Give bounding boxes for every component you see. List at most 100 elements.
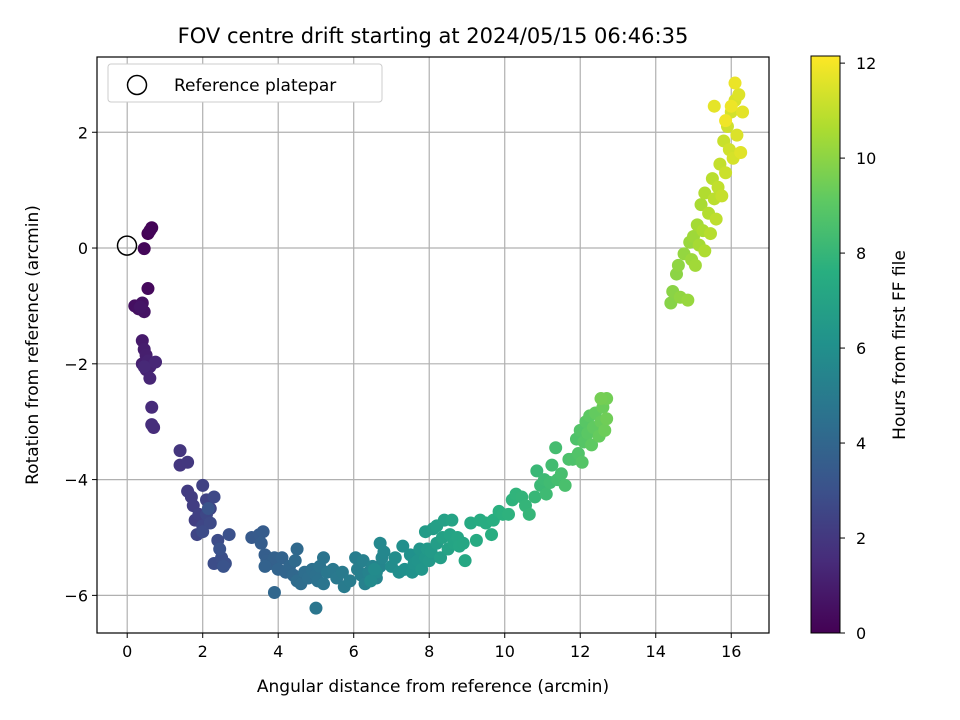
chart-title: FOV centre drift starting at 2024/05/15 … [178, 24, 689, 48]
x-tick-label: 2 [198, 642, 208, 661]
reference-marker [116, 235, 138, 256]
data-point [724, 99, 738, 113]
data-point [356, 554, 370, 568]
data-point [698, 186, 712, 200]
data-point [688, 258, 702, 272]
data-point [143, 224, 157, 238]
data-point [201, 502, 215, 516]
data-point [317, 577, 331, 591]
plot-frame [96, 56, 770, 634]
data-point [681, 293, 695, 307]
colorbar-tick-label: 8 [856, 244, 866, 263]
data-point [335, 565, 349, 579]
legend-box [107, 63, 383, 103]
colorbar-tick-label: 0 [856, 624, 866, 643]
data-point [181, 455, 195, 469]
y-tick-label: −4 [64, 471, 88, 490]
data-point [317, 551, 331, 565]
scatter-points [128, 76, 750, 615]
data-point [694, 198, 708, 212]
x-tick-label: 16 [721, 642, 741, 661]
data-point [600, 412, 614, 426]
y-axis-label: Rotation from reference (arcmin) [23, 205, 43, 485]
colorbar-label: Hours from first FF file [890, 250, 910, 440]
data-point [290, 542, 304, 556]
data-point [196, 478, 210, 492]
colorbar-gradient [810, 55, 841, 634]
data-point [434, 551, 448, 565]
data-point [502, 507, 516, 521]
data-point [207, 490, 221, 504]
data-point [222, 528, 236, 542]
data-point [732, 88, 746, 102]
y-axis-ticks: −6 −4 −2 0 2 [64, 123, 97, 605]
colorbar-tick-label: 12 [856, 54, 876, 73]
data-point [373, 536, 387, 550]
x-tick-label: 8 [424, 642, 434, 661]
data-point [364, 574, 378, 588]
data-point [256, 525, 270, 539]
data-point [137, 242, 151, 256]
colorbar: 0 2 4 6 8 10 12 Hours from first FF file [810, 54, 910, 643]
data-point [275, 551, 289, 565]
data-point [734, 146, 748, 160]
colorbar-tick-label: 6 [856, 339, 866, 358]
data-point [367, 562, 381, 576]
data-point [133, 300, 147, 314]
data-point [545, 458, 559, 472]
data-point [585, 438, 599, 452]
x-axis-ticks: 0 2 4 6 8 10 12 14 16 [122, 633, 741, 661]
x-tick-label: 4 [273, 642, 283, 661]
data-point [137, 360, 151, 374]
legend-marker [126, 74, 148, 96]
data-point [549, 441, 563, 455]
data-point [267, 585, 281, 599]
data-point [719, 114, 733, 128]
data-point [388, 551, 402, 565]
data-point [456, 536, 470, 550]
data-point [196, 525, 210, 539]
data-point [707, 99, 721, 113]
data-point [736, 105, 750, 119]
legend-entry: Reference platepar [174, 76, 336, 96]
grid [97, 57, 769, 633]
x-tick-label: 6 [349, 642, 359, 661]
data-point [213, 542, 227, 556]
data-point [309, 601, 323, 615]
data-point [485, 528, 499, 542]
data-point [539, 487, 553, 501]
legend: Reference platepar [107, 63, 383, 103]
colorbar-tick-label: 2 [856, 529, 866, 548]
data-point [698, 244, 712, 258]
data-point [709, 212, 723, 226]
data-point [469, 533, 483, 547]
data-point [522, 507, 536, 521]
data-point [149, 355, 163, 369]
data-point [671, 258, 685, 272]
data-point [415, 562, 429, 576]
data-point [145, 400, 159, 414]
data-point [575, 455, 589, 469]
data-point [715, 189, 729, 203]
data-point [730, 128, 744, 142]
data-point [343, 574, 357, 588]
data-point [145, 418, 159, 432]
x-tick-label: 10 [495, 642, 515, 661]
colorbar-tick-label: 4 [856, 434, 866, 453]
x-tick-label: 0 [122, 642, 132, 661]
data-point [703, 227, 717, 241]
data-point [530, 464, 544, 478]
data-point [445, 513, 459, 527]
data-point [216, 559, 230, 573]
y-tick-label: −6 [64, 586, 88, 605]
data-point [396, 539, 410, 553]
x-tick-label: 12 [570, 642, 590, 661]
colorbar-tick-label: 10 [856, 149, 876, 168]
data-point [258, 559, 272, 573]
data-point [719, 166, 733, 180]
data-point [143, 371, 157, 385]
y-tick-label: 2 [78, 123, 88, 142]
colorbar-ticks: 0 2 4 6 8 10 12 [840, 54, 876, 643]
data-point [594, 392, 608, 406]
